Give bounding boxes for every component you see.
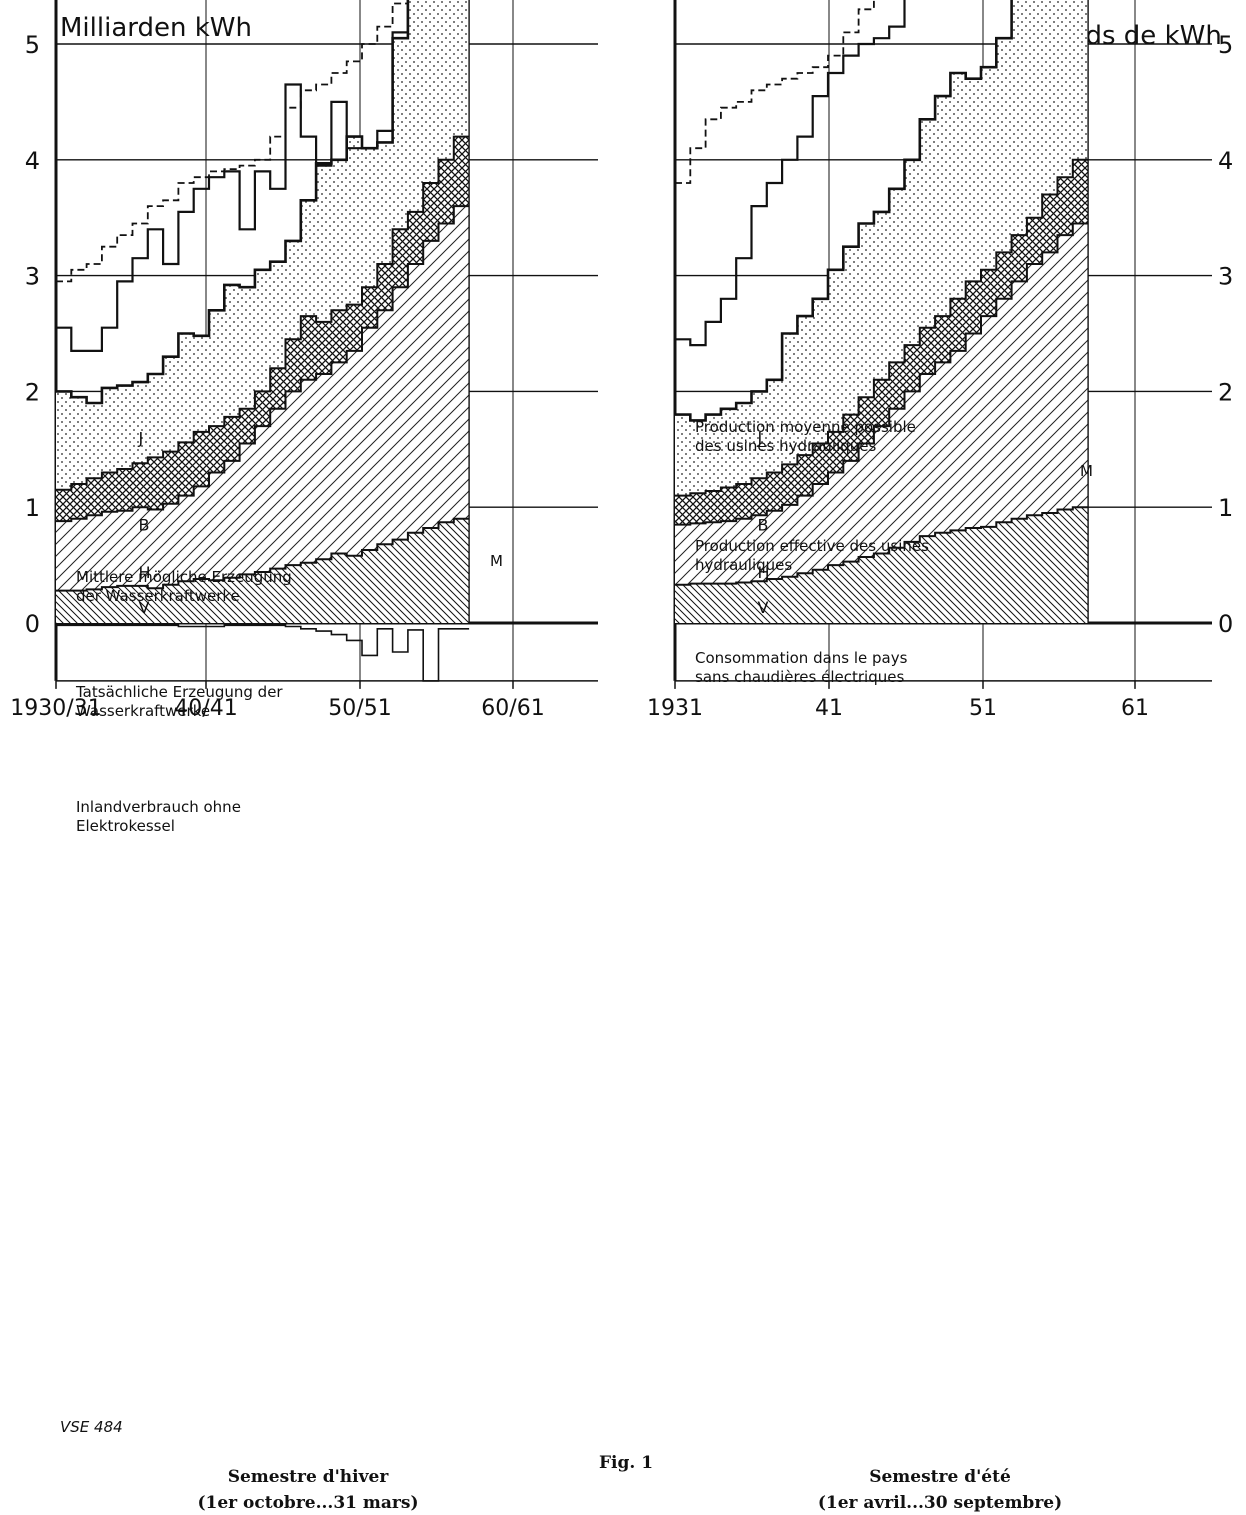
annotation-line: des usines hydrauliques [695, 437, 877, 455]
winter-unit-label: Milliarden kWh [60, 13, 252, 43]
annotation-line: Inlandverbrauch ohne [76, 798, 241, 816]
y-tick-label: 3 [25, 263, 40, 291]
annotation: M [1080, 462, 1093, 480]
layer-label-j: J [138, 429, 144, 448]
winter-title: Semestre d'hiver [228, 1467, 390, 1487]
y-tick-label: 0 [1218, 610, 1233, 638]
y-tick-label: 1 [1218, 494, 1233, 522]
annotation-line: Elektrokessel [76, 817, 175, 835]
layer-label-b: B [139, 516, 150, 535]
y-tick-label: 2 [1218, 378, 1233, 406]
layer-label-b: B [758, 516, 769, 535]
x-tick-label: 51 [969, 696, 997, 721]
y-tick-label: 5 [1218, 31, 1233, 59]
y-tick-label: 5 [25, 31, 40, 59]
annotation-line: Mittlere mögliche Erzeugung [76, 568, 292, 586]
summer-x-ticks: 1931 41 51 61 [647, 681, 1149, 721]
annotation-line: hydrauliques [695, 556, 792, 574]
annotation-line: Tatsächliche Erzeugung der [75, 683, 283, 701]
y-tick-label: 0 [25, 610, 40, 638]
summer-subtitle: (1er avril...30 septembre) [818, 1493, 1062, 1513]
x-tick-label: 61 [1121, 696, 1149, 721]
x-tick-label: 60/61 [481, 696, 544, 721]
annotation-line: der Wasserkraftwerke [76, 587, 240, 605]
annotation-line: M [490, 552, 503, 570]
x-tick-label: 41 [815, 696, 843, 721]
drawing-code: VSE 484 [60, 1418, 123, 1436]
summer-layers [675, 0, 1088, 623]
annotation: M [490, 552, 503, 570]
annotation-line: M [1080, 462, 1093, 480]
y-tick-label: 1 [25, 494, 40, 522]
annotation-line: Production effective des usines [695, 537, 929, 555]
layer-label-v: V [758, 598, 769, 617]
y-tick-label: 2 [25, 378, 40, 406]
annotation-line: Wasserkraftwerke [76, 702, 210, 720]
figure-label: Fig. 1 [599, 1453, 653, 1473]
annotation-line: Production moyenne possible [695, 418, 916, 436]
annotation: Tatsächliche Erzeugung derWasserkraftwer… [75, 683, 283, 720]
y-tick-label: 4 [25, 147, 40, 175]
x-tick-label: 1931 [647, 696, 703, 721]
y-tick-label: 4 [1218, 147, 1233, 175]
x-tick-label: 50/51 [328, 696, 391, 721]
winter-subtitle: (1er octobre...31 mars) [197, 1493, 418, 1513]
series-export [56, 625, 469, 681]
y-tick-label: 3 [1218, 263, 1233, 291]
annotation-line: sans chaudières électriques [695, 668, 904, 686]
winter-y-ticks: 01234567891011 [9, 0, 40, 638]
summer-title: Semestre d'été [869, 1467, 1011, 1487]
annotation-line: Consommation dans le pays [695, 649, 908, 667]
summer-y-ticks: 01234567891011 [1218, 0, 1246, 638]
